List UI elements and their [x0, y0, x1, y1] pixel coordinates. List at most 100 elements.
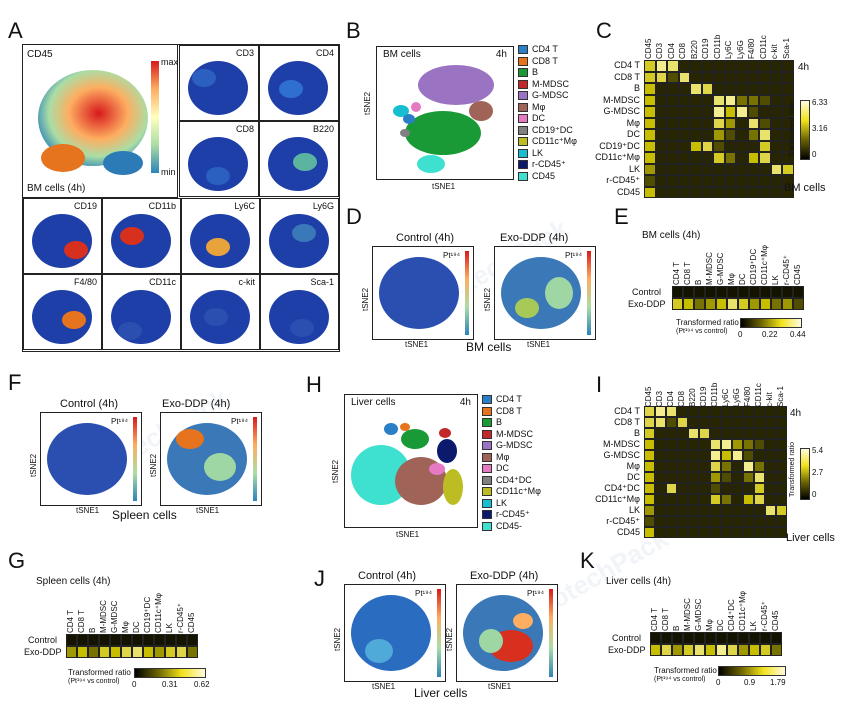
heatmap-cell — [667, 140, 679, 152]
panel-b-plot-frame: BM cells 4h — [376, 46, 514, 180]
pt194-label: Pt¹⁹⁴ — [231, 417, 249, 426]
heatmap-row-label: Mφ — [626, 117, 640, 128]
legend-item: CD19⁺DC — [518, 125, 602, 136]
heatmap-cell — [743, 472, 754, 483]
panel-i-col-labels: CD45 CD3 CD4 CD8 B220 CD19 CD11b Ly6C Ly6G F4/80 C… — [644, 358, 794, 407]
heatmap-cell — [644, 71, 656, 83]
exo-tsne — [167, 423, 247, 495]
heatmap-cell — [713, 140, 725, 152]
heatmap-cell — [776, 516, 787, 527]
heatmap-cell — [782, 60, 794, 72]
legend-label: G-MDSC — [496, 440, 533, 450]
heatmap-cell — [677, 516, 688, 527]
heatmap-cell — [770, 94, 782, 106]
heatmap-cell — [655, 117, 667, 129]
heatmap-row-label: LK — [628, 505, 640, 515]
heatmap-cell — [699, 527, 710, 538]
heatmap-cell — [690, 106, 702, 118]
heatmap-cell — [699, 472, 710, 483]
heatmap-cell — [736, 71, 748, 83]
cluster-cd45 — [417, 155, 445, 173]
panel-c-scale-max: 6.33 — [812, 98, 828, 107]
legend-item: G-MDSC — [518, 90, 602, 101]
heatmap-cell — [770, 129, 782, 141]
heatmap-cell — [716, 286, 727, 298]
heatmap-cell — [713, 117, 725, 129]
heatmap-cell — [738, 286, 749, 298]
marker-cell: F4/80 — [23, 274, 102, 350]
marker-cell: CD4 — [259, 45, 339, 121]
heatmap-cell — [749, 632, 760, 644]
panel-label-e: E — [614, 204, 629, 229]
heatmap-cell — [724, 186, 736, 198]
marker-label: CD3 — [235, 48, 254, 58]
heatmap-cell — [667, 175, 679, 187]
heatmap-cell — [644, 106, 656, 118]
heatmap-cell — [754, 494, 765, 505]
legend-swatch — [518, 114, 528, 123]
heatmap-cell — [736, 163, 748, 175]
marker-label: CD11b — [148, 201, 176, 211]
heatmap-cell — [678, 186, 690, 198]
panel-e-col-labels: CD4 T CD8 T B M-MDSC G-MDSC Mφ DC CD19⁺DC CD11c⁺… — [672, 244, 812, 286]
legend-label: CD11c⁺Mφ — [496, 486, 541, 496]
pt194-label: Pt¹⁹⁴ — [415, 589, 433, 598]
heatmap-cell — [710, 494, 721, 505]
legend-label: CD4 T — [532, 44, 558, 54]
legend-swatch — [482, 487, 492, 496]
heatmap-cell — [747, 129, 759, 141]
heatmap-row-label: DC — [627, 472, 640, 482]
panel-i-scale — [800, 448, 810, 500]
heatmap-row-label: G-MDSC — [603, 106, 641, 116]
panel-k-scale-sub: (Pt¹⁹⁴ vs control) — [654, 676, 706, 683]
heatmap-cell — [678, 94, 690, 106]
heatmap-cell — [760, 644, 771, 656]
marker-tsne — [269, 290, 329, 344]
panel-b-legend: CD4 T CD8 T B M-MDSC G-MDSC Mφ DC CD19⁺DC CD11c⁺… — [518, 44, 598, 184]
heatmap-cell — [699, 428, 710, 439]
heatmap-row-label: CD45 — [616, 527, 640, 537]
heatmap-col-label: Ly6G — [735, 40, 745, 59]
marker-tsne — [268, 61, 328, 115]
legend-swatch — [482, 418, 492, 427]
legend-swatch — [482, 429, 492, 439]
heatmap-cell — [743, 450, 754, 461]
heatmap-col-label: M-MDSC — [682, 598, 692, 631]
heatmap-row-label: CD45 — [616, 186, 640, 197]
heatmap-cell — [701, 106, 713, 118]
heatmap-cell — [759, 163, 771, 175]
heatmap-cell — [644, 175, 656, 187]
heatmap-cell — [690, 129, 702, 141]
heatmap-cell — [738, 298, 749, 310]
marker-cell: Ly6C — [181, 198, 260, 274]
heatmap-cell — [776, 483, 787, 494]
heatmap-cell — [644, 83, 656, 95]
legend-item: r-CD45⁺ — [482, 509, 566, 520]
heatmap-cell — [743, 516, 754, 527]
heatmap-cell — [701, 152, 713, 164]
heatmap-cell — [701, 186, 713, 198]
heatmap-col-label: B — [671, 625, 681, 631]
heatmap-col-label: c-kit — [770, 44, 780, 59]
heatmap-cell — [154, 634, 165, 646]
panel-f-exo-plot: Pt¹⁹⁴ — [160, 412, 262, 506]
heatmap-cell — [644, 494, 655, 505]
heatmap-cell — [690, 140, 702, 152]
marker-label: CD19 — [73, 201, 97, 211]
heatmap-cell — [678, 83, 690, 95]
heatmap-cell — [765, 472, 776, 483]
heatmap-cell — [667, 60, 679, 72]
panel-g-title: Spleen cells (4h) — [36, 576, 111, 587]
heatmap-cell — [705, 644, 716, 656]
heatmap-cell — [747, 106, 759, 118]
heatmap-cell — [650, 644, 661, 656]
legend-swatch — [482, 510, 492, 519]
heatmap-cell — [644, 94, 656, 106]
marker-tsne — [111, 214, 171, 268]
heatmap-cell — [667, 163, 679, 175]
cluster-cd19dc — [400, 129, 410, 137]
heatmap-cell — [736, 140, 748, 152]
legend-label: CD45- — [496, 520, 523, 531]
heatmap-cell — [655, 140, 667, 152]
heatmap-cell — [754, 505, 765, 516]
